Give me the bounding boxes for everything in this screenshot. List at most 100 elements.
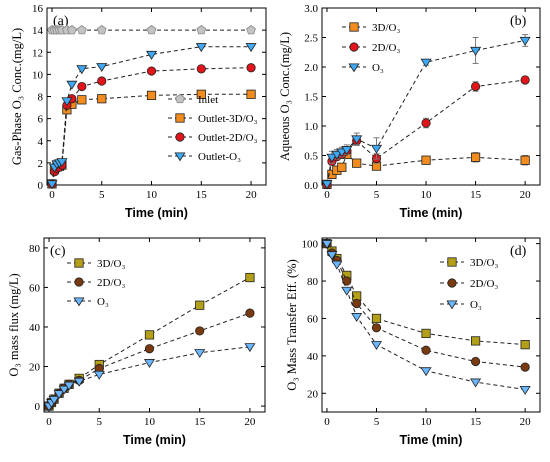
y-tick-label: 60 xyxy=(29,282,41,294)
data-point xyxy=(63,381,75,391)
data-point xyxy=(352,158,362,168)
data-point xyxy=(196,25,207,35)
legend-label: 2D/O₃ xyxy=(372,42,400,54)
data-point xyxy=(196,89,206,99)
y-tick-label: 14 xyxy=(32,25,44,37)
y-tick-label: 4 xyxy=(38,136,44,148)
data-point xyxy=(326,251,338,261)
y-tick-label: 2 xyxy=(38,158,44,170)
data-point xyxy=(351,135,363,145)
y-tick-label: 0 xyxy=(38,180,44,192)
data-point xyxy=(520,362,530,372)
panel-label: (c) xyxy=(50,244,66,259)
y-axis-label: Aqueous O₃ Conc.(mg/L) xyxy=(278,32,292,161)
data-point xyxy=(245,43,257,53)
x-tick-label: 5 xyxy=(99,189,105,201)
y-tick-label: 80 xyxy=(307,276,319,288)
data-point xyxy=(56,158,68,168)
plot-frame xyxy=(321,237,541,413)
data-point xyxy=(246,63,256,73)
data-point xyxy=(77,81,87,92)
y-tick-label: 80 xyxy=(29,243,41,255)
data-point xyxy=(321,240,333,249)
data-point xyxy=(245,272,255,283)
legend-marker xyxy=(447,278,457,288)
data-point xyxy=(371,313,382,324)
data-point xyxy=(96,25,107,35)
x-tick-label: 10 xyxy=(421,189,433,201)
y-tick-label: 0.0 xyxy=(304,180,318,192)
data-point xyxy=(421,118,431,128)
data-point xyxy=(370,144,383,154)
data-point xyxy=(93,370,105,380)
x-tick-label: 15 xyxy=(196,189,208,201)
x-axis-label: Time (min) xyxy=(123,433,186,447)
data-point xyxy=(196,64,206,74)
data-point xyxy=(195,43,207,53)
y-tick-label: 12 xyxy=(32,47,43,59)
x-tick-label: 15 xyxy=(470,189,482,201)
data-point xyxy=(352,298,362,309)
legend-label: Outlet-2D/O₃ xyxy=(198,132,258,144)
x-tick-label: 0 xyxy=(49,189,55,201)
legend-marker xyxy=(349,42,359,52)
y-tick-label: 1.5 xyxy=(304,92,318,104)
series-2 xyxy=(321,34,531,190)
legend-marker xyxy=(174,152,186,162)
x-tick-label: 10 xyxy=(146,189,158,201)
legend: 3D/O₃ 2D/O₃ O₃ xyxy=(342,22,400,74)
series-2 xyxy=(321,240,531,395)
data-point xyxy=(146,25,157,35)
x-tick-label: 0 xyxy=(46,416,52,428)
data-point xyxy=(77,95,87,105)
x-tick-label: 20 xyxy=(520,189,532,201)
legend-marker xyxy=(74,277,84,287)
data-point xyxy=(341,286,353,296)
x-tick-label: 10 xyxy=(421,416,433,428)
x-axis-label: Time (min) xyxy=(125,206,188,220)
y-tick-label: 0 xyxy=(35,401,41,413)
y-axis-label: O₃ mass flux (mg/L) xyxy=(7,273,21,376)
data-point xyxy=(421,155,431,165)
x-tick-label: 5 xyxy=(374,416,380,428)
legend-label: 2D/O₃ xyxy=(97,277,125,289)
series-0 xyxy=(44,272,255,411)
plot-frame xyxy=(321,7,541,186)
legend-label: 2D/O₃ xyxy=(470,278,498,290)
legend-label: O₃ xyxy=(97,296,109,308)
series-0 xyxy=(47,25,256,35)
series-line xyxy=(48,277,251,407)
x-tick-label: 10 xyxy=(144,416,156,428)
data-point xyxy=(194,349,206,359)
data-point xyxy=(58,385,70,395)
y-tick-label: 10 xyxy=(32,69,44,81)
data-point xyxy=(245,308,255,318)
x-axis-label: Time (min) xyxy=(400,433,463,447)
x-tick-label: 5 xyxy=(97,416,103,428)
y-tick-label: 8 xyxy=(38,92,44,104)
legend-marker xyxy=(175,113,185,123)
data-point xyxy=(341,146,353,155)
data-point xyxy=(144,344,155,354)
data-point xyxy=(246,25,256,35)
legend: 3D/O₃ 2D/O₃ O₃ xyxy=(67,258,125,308)
data-point xyxy=(520,155,530,165)
data-point xyxy=(97,76,107,86)
legend-label: 3D/O₃ xyxy=(470,257,498,269)
legend-marker xyxy=(349,22,359,32)
legend-label: O₃ xyxy=(372,62,384,74)
y-tick-label: 20 xyxy=(307,388,319,400)
legend: 3D/O₃ 2D/O₃ O₃ xyxy=(440,257,498,311)
legend-marker xyxy=(73,297,85,307)
x-tick-label: 15 xyxy=(470,416,482,428)
legend-label: Inlet xyxy=(198,94,218,106)
data-point xyxy=(470,81,481,92)
panel-label: (b) xyxy=(510,14,527,29)
data-point xyxy=(421,345,431,355)
data-point xyxy=(61,97,73,107)
y-tick-label: 2.5 xyxy=(304,33,318,45)
data-point xyxy=(244,343,256,353)
y-axis-label: O₃ Mass Transfer Eff. (%) xyxy=(285,259,299,391)
data-point xyxy=(337,162,347,172)
y-tick-label: 6 xyxy=(38,114,44,126)
